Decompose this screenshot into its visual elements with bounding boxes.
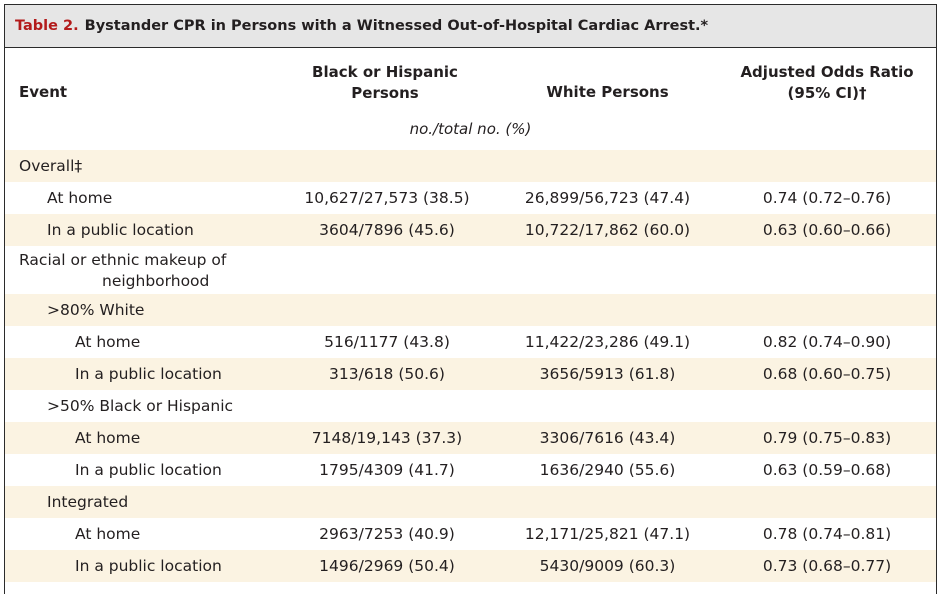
- row-black-hispanic: 1795/4309 (41.7): [319, 461, 455, 479]
- table-frame: Table 2. Bystander CPR in Persons with a…: [4, 4, 937, 594]
- header-white-persons: White Persons: [546, 83, 669, 101]
- header-black-hispanic-line2: Persons: [351, 84, 419, 102]
- table-row: At home 10,627/27,573 (38.5) 26,899/56,7…: [5, 182, 936, 214]
- row-black-hispanic: 3604/7896 (45.6): [319, 221, 455, 239]
- row-odds-ratio: 0.78 (0.74–0.81): [762, 525, 892, 543]
- header-event: Event: [19, 83, 68, 101]
- table-row: In a public location 3604/7896 (45.6) 10…: [5, 214, 936, 246]
- row-white: 1636/2940 (55.6): [539, 461, 676, 479]
- row-black-hispanic: 7148/19,143 (37.3): [311, 429, 463, 447]
- row-black-hispanic: 516/1177 (43.8): [324, 333, 450, 351]
- table-row: >50% Black or Hispanic: [5, 390, 936, 422]
- table-row: >80% White: [5, 294, 936, 326]
- row-event: >50% Black or Hispanic: [47, 397, 234, 415]
- table-title-bar: Table 2. Bystander CPR in Persons with a…: [5, 5, 936, 48]
- row-odds-ratio: 0.68 (0.60–0.75): [762, 365, 892, 383]
- table-row: At home 7148/19,143 (37.3) 3306/7616 (43…: [5, 422, 936, 454]
- table-row: At home 516/1177 (43.8) 11,422/23,286 (4…: [5, 326, 936, 358]
- row-event: Racial or ethnic makeup of neighborhood: [19, 250, 226, 292]
- row-event: At home: [47, 189, 113, 207]
- header-odds-ratio-line1: Adjusted Odds Ratio: [740, 63, 914, 81]
- row-event: >80% White: [47, 301, 145, 319]
- table-header: Event Black or Hispanic Persons White Pe…: [5, 48, 936, 114]
- row-odds-ratio: 0.79 (0.75–0.83): [762, 429, 892, 447]
- row-event: In a public location: [75, 365, 222, 383]
- row-odds-ratio: 0.63 (0.59–0.68): [762, 461, 892, 479]
- header-odds-ratio-line2: (95% CI)†: [787, 84, 867, 102]
- row-event: In a public location: [75, 461, 222, 479]
- row-event: In a public location: [75, 557, 222, 575]
- header-black-hispanic-line1: Black or Hispanic: [312, 63, 458, 81]
- row-odds-ratio: 0.82 (0.74–0.90): [762, 333, 892, 351]
- table-row: Integrated: [5, 486, 936, 518]
- table-row: Racial or ethnic makeup of neighborhood: [5, 246, 936, 294]
- table-row: In a public location 313/618 (50.6) 3656…: [5, 358, 936, 390]
- row-black-hispanic: 1496/2969 (50.4): [319, 557, 455, 575]
- table-title: Bystander CPR in Persons with a Witnesse…: [84, 18, 709, 34]
- row-white: 5430/9009 (60.3): [539, 557, 676, 575]
- row-white: 3656/5913 (61.8): [539, 365, 676, 383]
- header-odds-ratio: Adjusted Odds Ratio (95% CI)†: [737, 62, 917, 104]
- row-black-hispanic: 313/618 (50.6): [329, 365, 445, 383]
- units-row: no./total no. (%): [409, 120, 532, 138]
- row-white: 11,422/23,286 (49.1): [524, 333, 691, 351]
- table-label: Table 2.: [15, 18, 79, 34]
- row-odds-ratio: 0.74 (0.72–0.76): [762, 189, 892, 207]
- table-row: In a public location 1795/4309 (41.7) 16…: [5, 454, 936, 486]
- row-white: 10,722/17,862 (60.0): [524, 221, 691, 239]
- row-event: At home: [75, 429, 141, 447]
- row-black-hispanic: 2963/7253 (40.9): [319, 525, 455, 543]
- row-event-line1: Racial or ethnic makeup of: [19, 251, 227, 269]
- header-black-hispanic: Black or Hispanic Persons: [305, 62, 465, 104]
- row-white: 12,171/25,821 (47.1): [524, 525, 691, 543]
- row-odds-ratio: 0.73 (0.68–0.77): [762, 557, 892, 575]
- row-event: Overall‡: [19, 157, 83, 175]
- row-white: 26,899/56,723 (47.4): [524, 189, 691, 207]
- row-white: 3306/7616 (43.4): [539, 429, 676, 447]
- table-row: At home 2963/7253 (40.9) 12,171/25,821 (…: [5, 518, 936, 550]
- row-event-line2: neighborhood: [102, 272, 210, 290]
- row-event: Integrated: [47, 493, 129, 511]
- table-row: In a public location 1496/2969 (50.4) 54…: [5, 550, 936, 582]
- row-odds-ratio: 0.63 (0.60–0.66): [762, 221, 892, 239]
- table-row: Overall‡: [5, 150, 936, 182]
- row-event: At home: [75, 333, 141, 351]
- row-event: At home: [75, 525, 141, 543]
- row-event: In a public location: [47, 221, 194, 239]
- row-black-hispanic: 10,627/27,573 (38.5): [304, 189, 470, 207]
